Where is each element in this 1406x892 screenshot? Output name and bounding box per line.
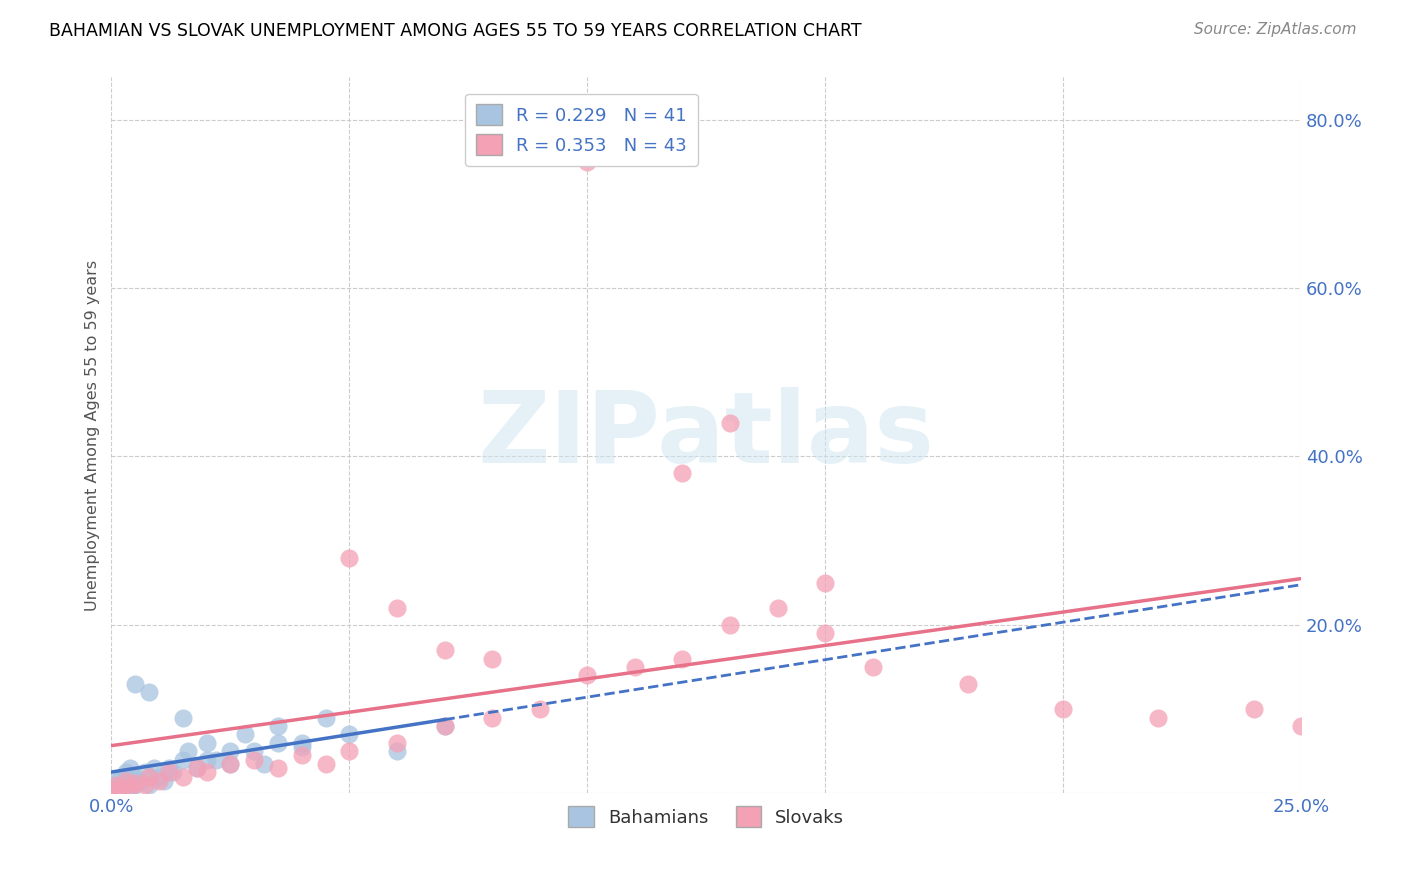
Point [315,756,337,771]
Point [576,668,599,682]
Text: ZIPatlas: ZIPatlas [478,387,935,483]
Point [186,761,208,775]
Point [120,782,142,797]
Point [267,719,290,733]
Text: Source: ZipAtlas.com: Source: ZipAtlas.com [1194,22,1357,37]
Point [576,154,599,169]
Point [243,753,266,767]
Text: BAHAMIAN VS SLOVAK UNEMPLOYMENT AMONG AGES 55 TO 59 YEARS CORRELATION CHART: BAHAMIAN VS SLOVAK UNEMPLOYMENT AMONG AG… [49,22,862,40]
Point [143,761,166,775]
Point [337,727,360,741]
Point [105,773,128,788]
Point [157,761,180,775]
Point [291,739,314,754]
Point [152,773,174,788]
Point [114,773,136,788]
Point [105,778,128,792]
Point [337,550,360,565]
Point [385,744,408,758]
Point [138,778,160,792]
Point [253,756,276,771]
Point [124,677,146,691]
Point [195,736,218,750]
Point [291,748,314,763]
Point [148,773,170,788]
Point [1243,702,1265,716]
Point [718,416,741,430]
Point [110,782,132,797]
Point [172,710,194,724]
Point [1052,702,1074,716]
Point [110,770,132,784]
Point [138,685,160,699]
Point [195,765,218,780]
Point [291,736,314,750]
Point [148,770,170,784]
Legend: Bahamians, Slovaks: Bahamians, Slovaks [561,799,852,834]
Point [1147,710,1170,724]
Point [219,756,242,771]
Point [172,753,194,767]
Point [1289,719,1312,733]
Point [114,765,136,780]
Point [120,780,142,794]
Point [186,761,208,775]
Point [157,765,180,780]
Point [100,778,122,792]
Point [337,744,360,758]
Point [138,770,160,784]
Point [124,776,146,790]
Point [120,761,142,775]
Point [766,601,789,615]
Point [105,782,128,797]
Point [671,651,693,665]
Point [956,677,979,691]
Point [385,736,408,750]
Point [814,575,837,590]
Point [233,727,256,741]
Point [433,643,456,657]
Point [134,778,156,792]
Point [481,710,503,724]
Point [315,710,337,724]
Point [205,753,228,767]
Point [433,719,456,733]
Point [267,761,290,775]
Point [195,753,218,767]
Point [671,467,693,481]
Point [624,660,647,674]
Point [162,765,184,780]
Point [134,765,156,780]
Point [114,778,136,792]
Y-axis label: Unemployment Among Ages 55 to 59 years: Unemployment Among Ages 55 to 59 years [86,260,100,611]
Point [862,660,884,674]
Point [529,702,551,716]
Point [124,770,146,784]
Point [481,651,503,665]
Point [176,744,198,758]
Point [814,626,837,640]
Point [385,601,408,615]
Point [433,719,456,733]
Point [110,780,132,794]
Point [124,778,146,792]
Point [219,744,242,758]
Point [718,618,741,632]
Point [267,736,290,750]
Point [172,770,194,784]
Point [100,782,122,797]
Point [129,773,152,788]
Point [243,744,266,758]
Point [219,756,242,771]
